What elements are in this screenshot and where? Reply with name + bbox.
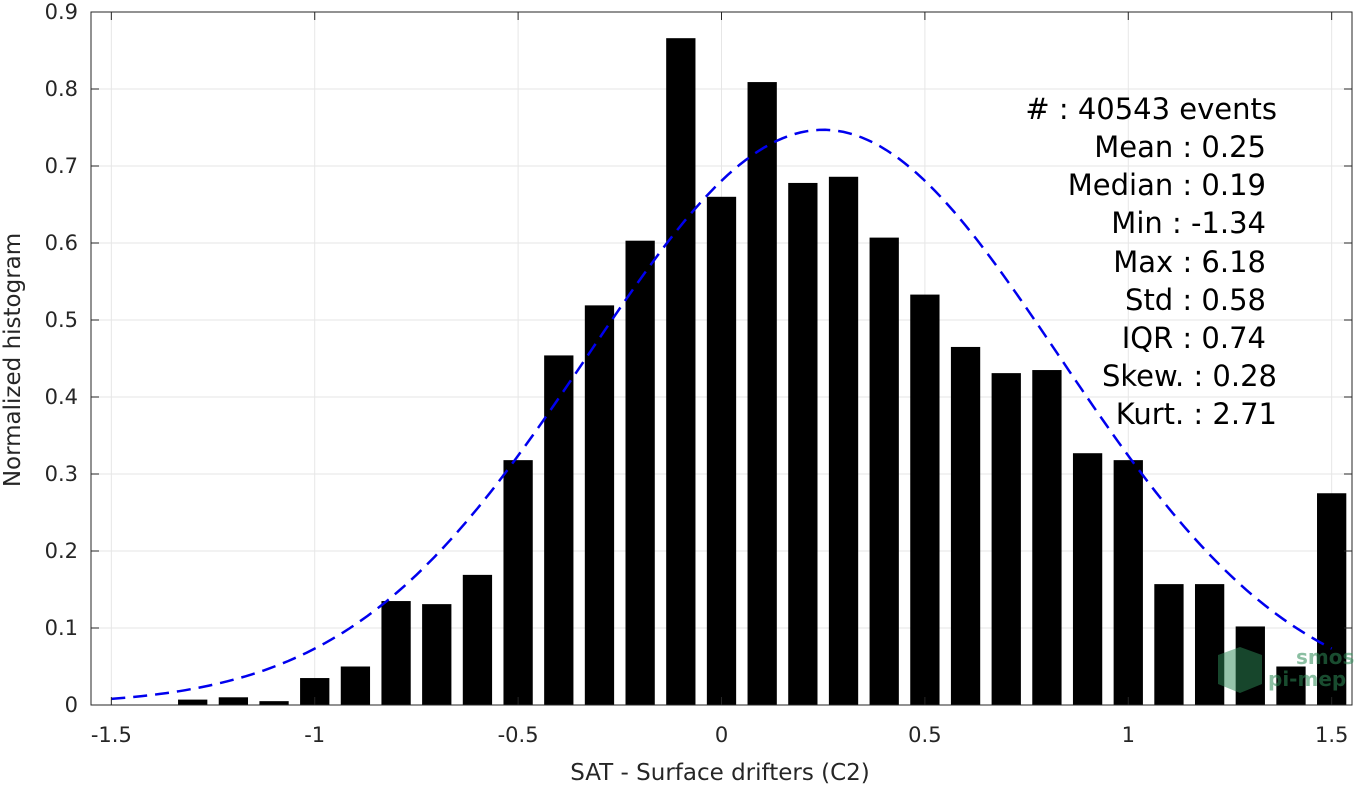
histogram-bar — [1113, 460, 1143, 705]
histogram-bar — [625, 240, 655, 705]
histogram-bar — [1276, 666, 1306, 705]
y-tick-label: 0.8 — [45, 77, 78, 101]
smos-pimep-logo: smos pi-mep — [1218, 645, 1354, 693]
histogram-bar — [178, 699, 208, 705]
histogram-bar — [828, 176, 859, 705]
histogram-bar — [869, 237, 899, 706]
stat-min: Min : -1.34 — [1111, 206, 1266, 240]
histogram-bar — [503, 460, 533, 705]
histogram-bar — [462, 574, 493, 705]
x-tick-label: 1 — [1122, 723, 1135, 747]
histogram-bar — [381, 601, 411, 705]
x-tick-label: -0.5 — [498, 723, 539, 747]
gaussian-fit-curve — [111, 128, 1333, 701]
logo-cube-icon — [1218, 647, 1262, 693]
y-tick-label: 0.1 — [45, 616, 78, 640]
histogram-bar — [1032, 370, 1062, 705]
stat-kurtosis: Kurt. : 2.71 — [1116, 397, 1277, 431]
x-tick-label: 0.5 — [908, 723, 941, 747]
histogram-bar — [706, 196, 737, 706]
histogram-bar — [544, 355, 574, 705]
y-tick-label: 0.6 — [45, 231, 78, 255]
y-tick-label: 0.2 — [45, 539, 78, 563]
x-tick-label: -1.5 — [91, 723, 132, 747]
stat-iqr: IQR : 0.74 — [1122, 321, 1266, 355]
histogram-bar — [218, 697, 249, 705]
histogram-bar — [584, 305, 615, 705]
histogram-bar — [1194, 584, 1225, 705]
y-tick-labels: 0 0.1 0.2 0.3 0.4 0.5 0.6 0.7 0.8 0.9 — [45, 0, 78, 717]
stat-median: Median : 0.19 — [1068, 168, 1266, 202]
y-tick-label: 0.7 — [45, 154, 78, 178]
y-tick-label: 0.5 — [45, 308, 78, 332]
stat-max: Max : 6.18 — [1113, 245, 1266, 279]
histogram-bar — [259, 701, 289, 705]
x-tick-labels: -1.5 -1 -0.5 0 0.5 1 1.5 — [91, 723, 1349, 747]
histogram-bar — [991, 373, 1021, 705]
x-tick-label: 0 — [715, 723, 728, 747]
x-tick-label: 1.5 — [1315, 723, 1348, 747]
axis-ticks — [91, 11, 1352, 706]
histogram-bar — [910, 294, 940, 705]
histogram-bar — [1154, 584, 1184, 705]
histogram-bar — [950, 346, 981, 705]
x-tick-label: -1 — [304, 723, 325, 747]
statistics-annotations: # : 40543 events Mean : 0.25 Median : 0.… — [1025, 92, 1277, 431]
logo-text-line2: pi-mep — [1268, 667, 1346, 691]
histogram-bars — [178, 38, 1347, 706]
logo-text-line1: smos — [1296, 645, 1354, 669]
y-tick-label: 0.4 — [45, 385, 78, 409]
stat-mean: Mean : 0.25 — [1094, 130, 1266, 164]
histogram-bar — [1072, 453, 1103, 705]
histogram-bar — [1317, 493, 1347, 705]
histogram-bar — [788, 182, 818, 705]
y-tick-label: 0.3 — [45, 462, 78, 486]
y-axis-label: Normalized histogram — [0, 233, 26, 487]
stat-events: # : 40543 events — [1025, 92, 1277, 126]
stat-std: Std : 0.58 — [1125, 283, 1266, 317]
y-tick-label: 0.9 — [45, 0, 78, 24]
histogram-bar — [340, 666, 371, 705]
x-axis-label: SAT - Surface drifters (C2) — [570, 760, 870, 785]
y-tick-label: 0 — [65, 693, 78, 717]
histogram-bar — [666, 38, 696, 706]
stat-skewness: Skew. : 0.28 — [1102, 359, 1277, 393]
histogram-bar — [747, 82, 777, 705]
histogram-bar — [422, 604, 452, 705]
